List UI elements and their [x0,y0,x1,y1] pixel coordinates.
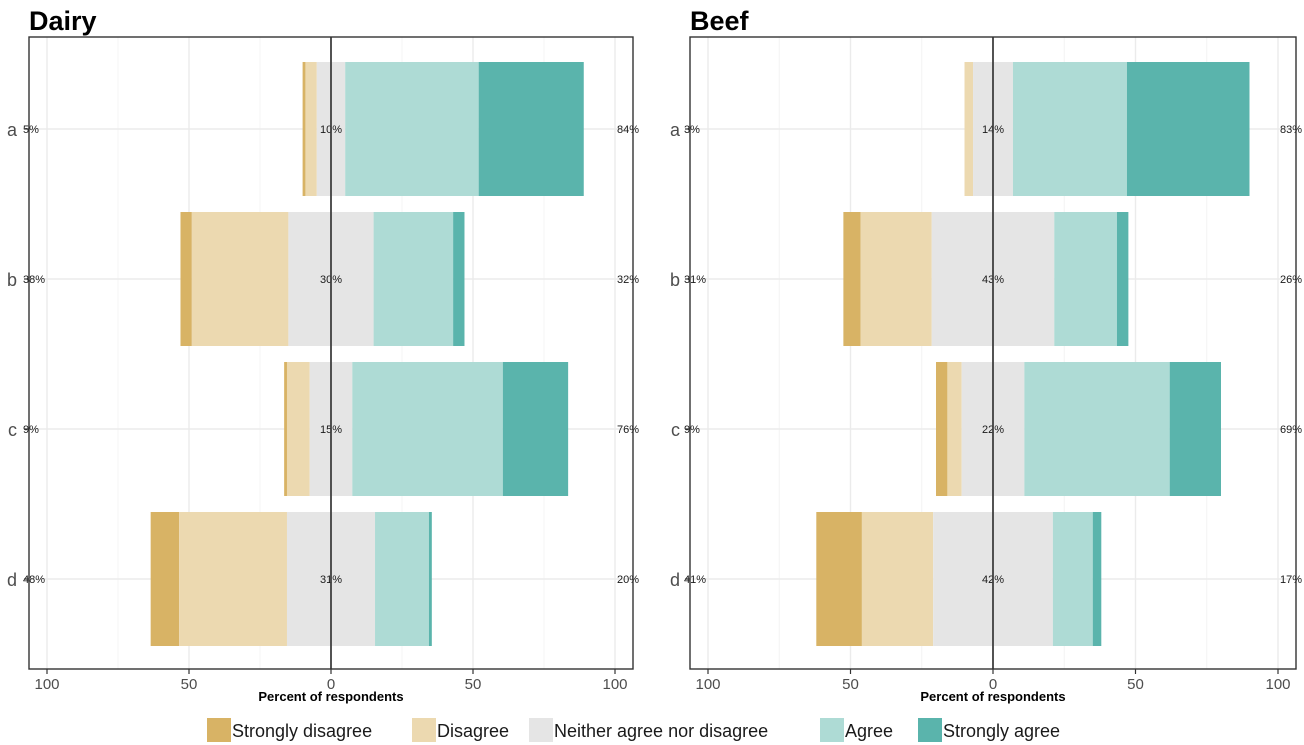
legend-label: Neither agree nor disagree [554,721,768,741]
bar-segment-agree [1054,212,1117,346]
beef-panel: Beef3%14%83%31%43%26%9%22%69%41%42%17%ab… [670,6,1302,704]
left-percent-label: 41% [684,574,706,586]
x-axis-label: Percent of respondents [920,689,1065,704]
x-tick-label: 50 [181,676,198,693]
legend-label: Strongly agree [943,721,1060,741]
category-label: b [7,270,17,290]
bar-segment-strongly-agree [1092,512,1102,646]
x-axis-label: Percent of respondents [258,689,403,704]
right-percent-label: 84% [617,124,639,136]
panel-title: Beef [690,6,750,36]
bar-segment-agree [375,512,429,646]
bar-segment-strongly-agree [1116,212,1129,346]
bar-segment-agree [373,212,454,346]
right-percent-label: 17% [1280,574,1302,586]
bar-segment-agree [1052,512,1093,646]
bar-segment-strongly-agree [1169,362,1221,496]
bar-segment-strongly-agree [1126,62,1250,196]
category-label: d [7,570,17,590]
bar-segment-strongly-disagree [302,62,306,196]
bar-segment-disagree [179,512,287,646]
x-tick-label: 100 [695,676,720,693]
legend-label: Disagree [437,721,509,741]
bar-segment-disagree [305,62,317,196]
legend-swatch [529,718,553,742]
category-label: a [7,120,18,140]
bar-segment-disagree [947,362,962,496]
right-percent-label: 32% [617,274,639,286]
bar-segment-agree [1024,362,1170,496]
left-percent-label: 9% [684,424,700,436]
bar-segment-strongly-agree [428,512,432,646]
panel-title: Dairy [29,6,97,36]
x-tick-label: 50 [465,676,482,693]
legend-label: Agree [845,721,893,741]
bar-segment-disagree [861,512,934,646]
category-label: c [671,420,680,440]
bar-segment-strongly-agree [453,212,465,346]
bar-segment-strongly-disagree [284,362,287,496]
legend-swatch [918,718,942,742]
legend-swatch [412,718,436,742]
x-tick-label: 50 [842,676,859,693]
right-percent-label: 26% [1280,274,1302,286]
bar-segment-strongly-disagree [816,512,862,646]
bar-segment-disagree [860,212,932,346]
bar-segment-strongly-agree [502,362,569,496]
x-tick-label: 0 [989,676,997,693]
bar-segment-agree [1012,62,1127,196]
right-percent-label: 83% [1280,124,1302,136]
dairy-panel: Dairy5%10%84%38%30%32%9%15%76%48%31%20%a… [7,6,639,704]
bar-segment-strongly-agree [478,62,584,196]
x-tick-label: 100 [34,676,59,693]
left-percent-label: 9% [23,424,39,436]
right-percent-label: 69% [1280,424,1302,436]
legend-swatch [207,718,231,742]
category-label: b [670,270,680,290]
bar-segment-strongly-disagree [150,512,180,646]
bars: 5%10%84%38%30%32%9%15%76%48%31%20% [23,62,639,646]
left-percent-label: 5% [23,124,39,136]
left-percent-label: 31% [684,274,706,286]
x-tick-label: 100 [1265,676,1290,693]
bar-segment-agree [345,62,479,196]
left-percent-label: 3% [684,124,700,136]
x-tick-label: 50 [1127,676,1144,693]
right-percent-label: 20% [617,574,639,586]
legend-label: Strongly disagree [232,721,372,741]
legend-swatch [820,718,844,742]
legend: Strongly disagree Disagree Neither agree n… [207,718,1060,742]
bar-segment-disagree [964,62,974,196]
left-percent-label: 48% [23,574,45,586]
x-tick-label: 0 [327,676,335,693]
category-label: d [670,570,680,590]
bar-segment-disagree [286,362,310,496]
x-tick-label: 100 [602,676,627,693]
bar-segment-disagree [191,212,289,346]
category-label: a [670,120,681,140]
bars: 3%14%83%31%43%26%9%22%69%41%42%17% [684,62,1302,646]
bar-segment-agree [352,362,503,496]
left-percent-label: 38% [23,274,45,286]
bar-segment-strongly-disagree [843,212,861,346]
right-percent-label: 76% [617,424,639,436]
bar-segment-strongly-disagree [936,362,948,496]
category-label: c [8,420,17,440]
bar-segment-strongly-disagree [180,212,192,346]
